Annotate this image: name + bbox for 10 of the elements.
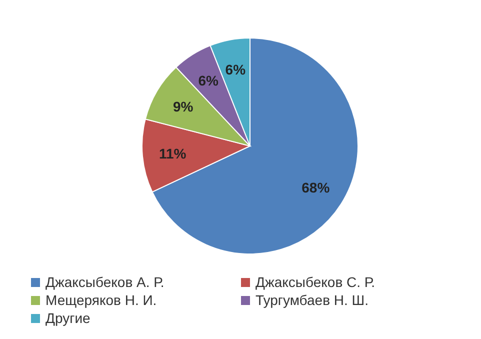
- legend-label: Джаксыбеков А. Р.: [46, 274, 164, 290]
- data-label: 68%: [302, 180, 330, 196]
- legend-label: Мещеряков Н. И.: [46, 292, 157, 308]
- legend-label: Другие: [46, 310, 90, 326]
- data-label: 6%: [225, 62, 246, 78]
- data-label: 11%: [158, 145, 187, 162]
- data-label: 9%: [172, 98, 194, 114]
- legend-label: Тургумбаев Н. Ш.: [256, 292, 369, 308]
- data-label: 6%: [198, 72, 220, 88]
- legend-label: Джаксыбеков С. Р.: [256, 274, 375, 290]
